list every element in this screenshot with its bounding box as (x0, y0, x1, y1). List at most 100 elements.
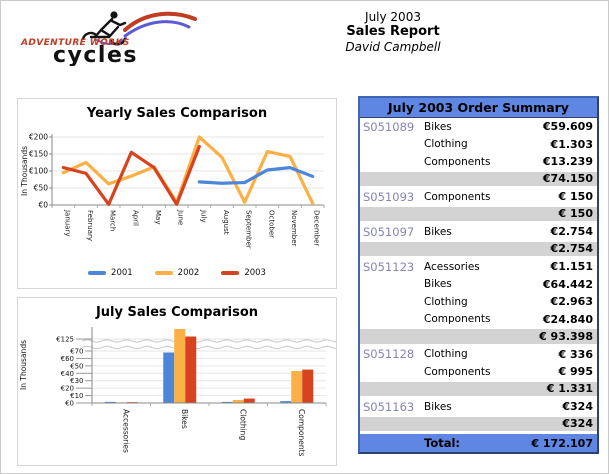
category-cell: Components (424, 365, 491, 378)
subtotal-row: € 150 (360, 205, 597, 223)
order-detail-row: S051089 Bikes €59.609 (360, 118, 597, 136)
july-chart-canvas: €0 €20 €40 €60 €125 €10 €30 €50 €70 Accessories Bi… (19, 327, 343, 457)
report-title: Sales Report (346, 24, 440, 40)
subtotal-row: € 93.398 (360, 328, 597, 346)
yearly-sales-chart: Yearly Sales Comparison €0 €50 €100 €150 €20… (17, 98, 337, 289)
order-detail-row: Components €24.840 (360, 310, 597, 328)
amount-cell: €59.609 (542, 120, 593, 134)
y-tick-label: €200 (29, 133, 48, 142)
x-category-label: February (86, 210, 94, 241)
category-cell: Components (424, 190, 491, 203)
order-detail-row: S051123 Acessories €1.151 (360, 258, 597, 276)
y-axis-title: In Thousands (19, 340, 28, 390)
yearly-chart-canvas: €0 €50 €100 €150 €200 January February March Apr… (20, 133, 325, 249)
amount-cell: € 150 (558, 207, 593, 221)
order-detail-row: S051097 Bikes €2.754 (360, 223, 597, 241)
report-period: July 2003 (365, 10, 421, 24)
amount-cell: €64.442 (542, 277, 593, 291)
order-detail-row: Bikes €64.442 (360, 275, 597, 293)
y-tick-label: €150 (29, 150, 48, 159)
y-tick-label: €50 (34, 184, 49, 193)
order-summary-header: July 2003 Order Summary (360, 98, 597, 118)
report-header: July 2003 Sales Report David Campbell (293, 10, 493, 54)
x-category-label: December (313, 210, 321, 246)
order-detail-row: S051128 Clothing € 336 (360, 345, 597, 363)
amount-cell: €324 (562, 400, 593, 414)
order-detail-row: Components €13.239 (360, 153, 597, 171)
y-axis-title: In Thousands (20, 146, 29, 196)
category-cell: Bikes (424, 278, 452, 291)
order-detail-row: S051163 Bikes €324 (360, 398, 597, 416)
adventure-works-logo: ADVENTURE WORKS cycles (20, 11, 197, 66)
category-cell: Acessories (424, 260, 480, 273)
bar-2002-Bikes (174, 329, 186, 403)
subtotal-row: €74.150 (360, 170, 597, 188)
x-category-label: June (177, 209, 185, 225)
amount-cell: € 150 (558, 190, 593, 204)
order-number: S051097 (363, 224, 415, 239)
amount-cell: €13.239 (542, 155, 593, 169)
y-tick-label: €125 (56, 336, 74, 344)
x-category-label: August (222, 210, 230, 235)
cyclist-icon (81, 11, 127, 46)
legend-label: 2001 (111, 268, 133, 278)
category-cell: Bikes (424, 400, 452, 413)
order-number: S051093 (363, 189, 415, 204)
bar-2001-Accessories (104, 401, 116, 403)
order-detail-row: Components € 995 (360, 363, 597, 381)
legend-label: 2003 (244, 268, 266, 278)
category-cell: Components (424, 155, 491, 168)
legend-item-2003: 2003 (221, 268, 266, 278)
category-cell: Bikes (424, 120, 452, 133)
x-category-label: April (131, 210, 139, 226)
amount-cell: €74.150 (542, 172, 593, 186)
subtotal-row: € 1.331 (360, 380, 597, 398)
series-line-2003 (61, 144, 201, 206)
amount-cell: € 93.398 (539, 329, 593, 343)
category-cell: Clothing (424, 348, 468, 361)
series-line-2002 (61, 135, 315, 205)
report-author: David Campbell (345, 39, 441, 54)
y-tick-label: €60 (61, 355, 74, 363)
y-tick-label: €0 (38, 201, 48, 210)
logo-red-swoosh (123, 11, 197, 32)
bar-2001-Clothing (221, 401, 233, 403)
category-cell: Components (424, 313, 491, 326)
subtotal-row: €2.754 (360, 240, 597, 258)
order-number: S051163 (363, 399, 415, 414)
y-tick-label: €50 (70, 362, 83, 370)
y-tick-label: €10 (70, 392, 83, 400)
july-sales-chart: July Sales Comparison €0 €20 €40 €60 €125 €10… (17, 297, 343, 466)
amount-cell: € 172.107 (531, 436, 593, 450)
legend-label: 2002 (177, 268, 200, 278)
subtotal-row: €324 (360, 415, 597, 433)
x-category-label: September (245, 210, 253, 249)
x-category-label: November (290, 210, 298, 247)
brand-name-top: ADVENTURE WORKS (20, 38, 130, 48)
chart-legend: 2001 2002 2003 (18, 262, 336, 284)
july-chart-title: July Sales Comparison (95, 305, 259, 320)
y-tick-label: €40 (61, 370, 74, 378)
series-line-2001 (197, 165, 315, 185)
x-category-label: Components (297, 409, 306, 457)
x-category-label: Clothing (238, 409, 247, 440)
order-summary-rows: S051089 Bikes €59.609 Clothing €1.303 Compone… (360, 118, 597, 452)
order-number: S051128 (363, 347, 415, 362)
category-cell: Clothing (424, 138, 468, 151)
bar-2001-Components (280, 401, 292, 403)
bar-2003-Components (302, 369, 314, 403)
order-detail-row: Clothing €2.963 (360, 293, 597, 311)
y-tick-label: €70 (70, 348, 83, 356)
scale-break-wave-bottom (81, 345, 343, 350)
order-number: S051089 (363, 119, 415, 134)
amount-cell: € 336 (558, 347, 593, 361)
amount-cell: € 995 (558, 365, 593, 379)
amount-cell: €2.754 (550, 225, 593, 239)
order-detail-row: S051093 Components € 150 (360, 188, 597, 206)
legend-swatch (88, 271, 107, 275)
x-category-label: July (199, 209, 207, 223)
category-cell: Bikes (424, 225, 452, 238)
legend-swatch (221, 271, 240, 275)
y-tick-label: €30 (70, 377, 83, 385)
